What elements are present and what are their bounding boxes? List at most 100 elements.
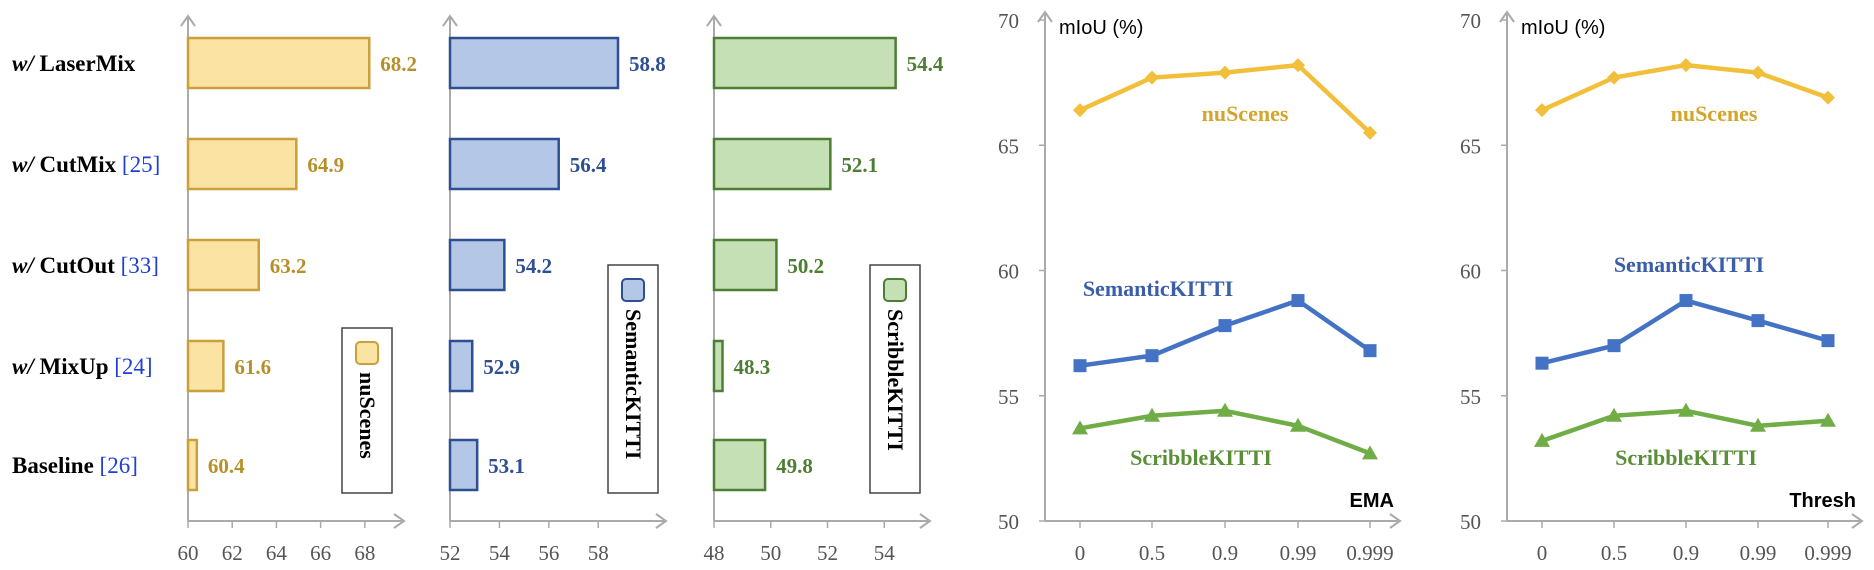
x-tick-label-nuscenes: 66	[310, 541, 331, 565]
value-label-nuscenes: 61.6	[234, 355, 271, 379]
y-axis-arrow-semantickitti	[442, 14, 458, 27]
y-tick-label-ema: 50	[998, 510, 1019, 534]
x-tick-label-nuscenes: 64	[266, 541, 288, 565]
legend-label-nuscenes: nuScenes	[355, 372, 380, 459]
y-tick-label-thresh: 55	[1460, 385, 1481, 409]
y-axis-title-thresh: mIoU (%)	[1521, 17, 1605, 39]
marker-nuscenes-thresh	[1679, 58, 1693, 73]
marker-nuscenes-thresh	[1821, 90, 1835, 105]
value-label-nuscenes: 63.2	[270, 254, 307, 278]
row-label-lasermix: w/ LaserMix	[12, 51, 136, 76]
row-label-cutmix: w/ CutMix [25]	[12, 152, 160, 177]
bar-nuscenes-cutout	[186, 238, 260, 292]
bar-nuscenes-cutmix	[186, 137, 298, 191]
series-label-semantickitti-thresh: SemanticKITTI	[1614, 252, 1764, 277]
x-tick-label-nuscenes: 60	[178, 541, 199, 565]
value-label-semantickitti: 56.4	[570, 153, 607, 177]
x-axis-arrow-semantickitti	[655, 513, 668, 529]
x-axis-arrow-scribblekitti	[919, 513, 932, 529]
corner-label-ema: EMA	[1350, 490, 1394, 512]
bar-nuscenes-mixup	[186, 339, 225, 393]
x-tick-label-thresh: 0.99	[1740, 541, 1777, 565]
series-label-scribblekitti-thresh: ScribbleKITTI	[1615, 445, 1757, 470]
value-label-scribblekitti: 52.1	[841, 153, 878, 177]
y-tick-label-thresh: 70	[1460, 9, 1481, 33]
x-tick-label-thresh: 0.9	[1673, 541, 1699, 565]
x-tick-label-ema: 0.99	[1280, 541, 1317, 565]
x-axis-arrow-nuscenes	[393, 513, 406, 529]
marker-semantickitti-thresh	[1821, 334, 1835, 348]
series-label-semantickitti-ema: SemanticKITTI	[1083, 276, 1233, 301]
marker-scribblekitti-ema	[1217, 402, 1233, 417]
marker-scribblekitti-ema	[1290, 417, 1306, 432]
y-axis-title-ema: mIoU (%)	[1059, 17, 1143, 39]
x-axis-arrow-ema	[1389, 513, 1402, 529]
value-label-semantickitti: 52.9	[483, 355, 520, 379]
series-label-scribblekitti-ema: ScribbleKITTI	[1130, 445, 1272, 470]
value-label-scribblekitti: 50.2	[787, 254, 824, 278]
y-axis-arrow-thresh	[1499, 10, 1515, 23]
marker-semantickitti-ema	[1363, 344, 1377, 358]
x-tick-label-nuscenes: 68	[354, 541, 375, 565]
x-tick-label-semantickitti: 58	[588, 541, 609, 565]
x-tick-label-semantickitti: 56	[538, 541, 559, 565]
legend-box-scribblekitti	[869, 264, 921, 494]
y-tick-label-thresh: 60	[1460, 260, 1481, 284]
value-label-scribblekitti: 48.3	[734, 355, 771, 379]
marker-scribblekitti-ema	[1072, 420, 1088, 435]
bar-nuscenes-baseline	[186, 438, 199, 492]
bar-semantickitti-baseline	[448, 438, 479, 492]
bar-scribblekitti-cutout	[712, 238, 778, 292]
x-tick-label-scribblekitti: 48	[704, 541, 725, 565]
marker-semantickitti-thresh	[1751, 314, 1765, 328]
marker-nuscenes-ema	[1363, 125, 1377, 140]
x-tick-label-ema: 0.9	[1212, 541, 1238, 565]
x-tick-label-thresh: 0	[1537, 541, 1548, 565]
bar-semantickitti-mixup	[448, 339, 474, 393]
x-tick-label-ema: 0	[1075, 541, 1086, 565]
x-tick-label-scribblekitti: 54	[874, 541, 896, 565]
marker-nuscenes-thresh	[1607, 70, 1621, 85]
marker-scribblekitti-ema	[1362, 445, 1378, 460]
x-axis-arrow-thresh	[1851, 513, 1864, 529]
y-tick-label-ema: 70	[998, 9, 1019, 33]
value-label-scribblekitti: 49.8	[776, 454, 813, 478]
marker-nuscenes-thresh	[1751, 65, 1765, 80]
x-tick-label-semantickitti: 52	[440, 541, 461, 565]
x-tick-label-scribblekitti: 50	[760, 541, 781, 565]
marker-semantickitti-ema	[1291, 294, 1305, 308]
marker-scribblekitti-thresh	[1606, 407, 1622, 422]
marker-nuscenes-ema	[1145, 70, 1159, 85]
x-tick-label-ema: 0.5	[1139, 541, 1165, 565]
marker-scribblekitti-thresh	[1750, 417, 1766, 432]
bar-semantickitti-cutout	[448, 238, 506, 292]
y-tick-label-thresh: 65	[1460, 134, 1481, 158]
series-line-semantickitti-thresh	[1541, 298, 1829, 366]
legend-swatch-nuscenes	[355, 341, 379, 365]
value-label-semantickitti: 54.2	[515, 254, 552, 278]
y-axis-arrow-ema	[1037, 10, 1053, 23]
x-tick-label-nuscenes: 62	[222, 541, 243, 565]
value-label-semantickitti: 58.8	[629, 52, 666, 76]
bar-semantickitti-cutmix	[448, 137, 560, 191]
y-axis-arrow-scribblekitti	[706, 14, 722, 27]
y-axis-arrow-nuscenes	[180, 14, 196, 27]
legend-swatch-semantickitti	[621, 278, 645, 302]
corner-label-thresh: Thresh	[1789, 490, 1856, 512]
marker-nuscenes-ema	[1218, 65, 1232, 80]
bar-scribblekitti-lasermix	[712, 36, 897, 90]
legend-swatch-scribblekitti	[883, 278, 907, 302]
legend-label-scribblekitti: ScribbleKITTI	[883, 309, 908, 451]
bar-nuscenes-lasermix	[186, 36, 371, 90]
bar-semantickitti-lasermix	[448, 36, 620, 90]
x-tick-label-thresh: 0.5	[1601, 541, 1627, 565]
marker-scribblekitti-ema	[1144, 407, 1160, 422]
row-label-baseline: Baseline [26]	[12, 453, 138, 478]
marker-semantickitti-thresh	[1535, 356, 1549, 370]
legend-label-semantickitti: SemanticKITTI	[621, 309, 646, 459]
value-label-nuscenes: 60.4	[208, 454, 245, 478]
bar-scribblekitti-mixup	[712, 339, 724, 393]
marker-nuscenes-ema	[1291, 58, 1305, 73]
bar-scribblekitti-baseline	[712, 438, 767, 492]
